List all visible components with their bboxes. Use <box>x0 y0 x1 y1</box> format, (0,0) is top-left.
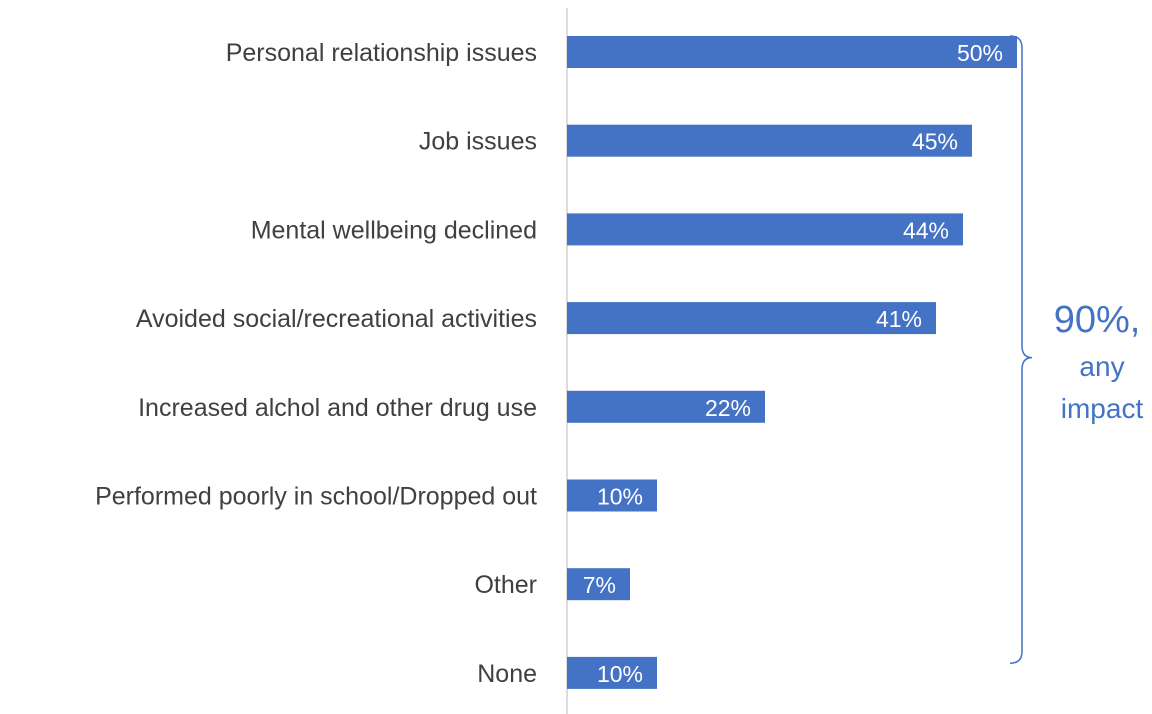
annotation-impact: impact <box>1061 393 1144 424</box>
category-label-2: Job issues <box>419 128 537 156</box>
category-label-1: Personal relationship issues <box>226 39 537 67</box>
value-label-2: 45% <box>912 129 958 155</box>
bar-3 <box>567 213 963 246</box>
bar-2 <box>567 124 972 157</box>
category-label-3: Mental wellbeing declined <box>251 216 537 244</box>
value-label-8: 10% <box>597 661 643 687</box>
bar-5 <box>567 390 765 423</box>
annotation-percent: 90%, <box>1054 299 1141 341</box>
bar-7 <box>567 568 630 601</box>
bars-layer <box>567 36 1017 689</box>
category-label-4: Avoided social/recreational activities <box>136 305 537 333</box>
bar-4 <box>567 302 936 335</box>
category-labels: Personal relationship issues Job issues Me… <box>95 39 537 688</box>
value-label-4: 41% <box>876 306 922 332</box>
value-label-5: 22% <box>705 395 751 421</box>
value-label-7: 7% <box>583 572 616 598</box>
value-labels: 50% 45% 44% 41% 22% 10% 7% 10% <box>583 40 1003 687</box>
value-label-3: 44% <box>903 217 949 243</box>
bar-1 <box>567 36 1017 68</box>
annotation-any: any <box>1079 351 1124 382</box>
category-label-8: None <box>477 660 537 688</box>
category-label-7: Other <box>474 571 537 599</box>
category-label-6: Performed poorly in school/Dropped out <box>95 483 537 511</box>
any-impact-bracket <box>1009 35 1033 664</box>
category-label-5: Increased alchol and other drug use <box>138 394 537 422</box>
value-label-1: 50% <box>957 40 1003 66</box>
bar-8 <box>567 656 657 689</box>
value-label-6: 10% <box>597 484 643 510</box>
bar-6 <box>567 479 657 512</box>
